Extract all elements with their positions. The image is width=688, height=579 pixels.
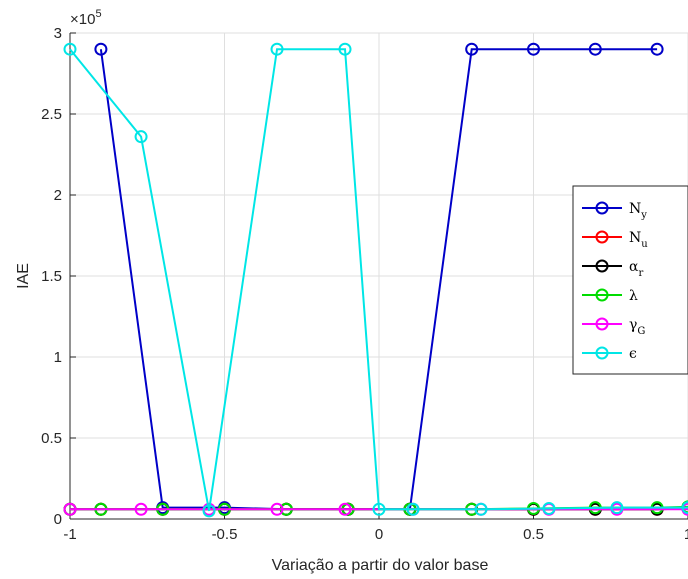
- y-tick-label: 2: [54, 187, 62, 204]
- data-point: [588, 42, 602, 56]
- data-point: [542, 501, 556, 515]
- legend-swatch-marker: [595, 288, 609, 302]
- data-point: [474, 502, 488, 516]
- series-group: [63, 42, 688, 518]
- legend-swatch-marker: [595, 230, 609, 244]
- grid: [69, 32, 688, 520]
- data-point: [202, 504, 216, 518]
- legend-swatch-marker: [595, 317, 609, 331]
- legend-label-main: N: [629, 230, 641, 246]
- legend-label: ϵ: [629, 346, 637, 362]
- data-point: [338, 502, 352, 516]
- x-tick-label: 1: [684, 526, 688, 543]
- data-point: [134, 502, 148, 516]
- y-tick-label: 3: [54, 25, 62, 42]
- data-point: [610, 501, 624, 515]
- y-exponent-label: ×105: [70, 8, 102, 28]
- legend-label-main: ϵ: [629, 346, 637, 362]
- x-tick-label: 0.5: [523, 526, 544, 543]
- x-axis-label: Variação a partir do valor base: [272, 557, 489, 574]
- y-tick-label: 0.5: [41, 430, 62, 447]
- legend-label-subscript: r: [638, 268, 643, 279]
- x-tick-label: -0.5: [212, 526, 238, 543]
- data-point: [270, 42, 284, 56]
- legend-swatch-marker: [595, 259, 609, 273]
- legend-label: αr: [629, 259, 643, 279]
- data-point: [94, 42, 108, 56]
- data-point: [465, 42, 479, 56]
- x-axis-ticks: -1 -0.5 0 0.5 1: [63, 513, 688, 543]
- y-tick-label: 1: [54, 349, 62, 366]
- data-point: [338, 42, 352, 56]
- legend-swatch-marker: [595, 201, 609, 215]
- series-line: [69, 48, 688, 512]
- data-point: [63, 502, 77, 516]
- legend-label-subscript: u: [641, 239, 648, 250]
- legend-label-main: γ: [629, 317, 637, 333]
- data-point: [63, 42, 77, 56]
- data-point: [270, 502, 284, 516]
- data-point: [406, 502, 420, 516]
- data-point: [650, 42, 664, 56]
- legend-label-subscript: y: [640, 210, 647, 221]
- data-point: [134, 130, 148, 144]
- legend-label: λ: [629, 288, 638, 304]
- legend-label-subscript: G: [637, 326, 645, 337]
- data-point: [681, 501, 688, 515]
- y-tick-label: 2.5: [41, 106, 62, 123]
- legend-label-main: α: [629, 259, 639, 275]
- legend-label: Ny: [629, 201, 647, 221]
- legend-box: [572, 185, 688, 375]
- series-5: [63, 42, 688, 518]
- y-axis-label: IAE: [15, 263, 32, 289]
- x-tick-label: 0: [375, 526, 383, 543]
- legend-label: Nu: [629, 230, 648, 250]
- x-tick-label: -1: [63, 526, 76, 543]
- legend-swatch-marker: [595, 346, 609, 360]
- y-tick-label: 1.5: [41, 268, 62, 285]
- data-point: [527, 42, 540, 56]
- y-axis-ticks: 0 0.5 1 1.5 2 2.5 3: [41, 25, 76, 528]
- data-point: [372, 502, 386, 516]
- legend-label: γG: [629, 317, 645, 337]
- legend-label-main: N: [629, 201, 641, 217]
- y-tick-label: 0: [54, 511, 62, 528]
- legend-label-main: λ: [629, 288, 638, 304]
